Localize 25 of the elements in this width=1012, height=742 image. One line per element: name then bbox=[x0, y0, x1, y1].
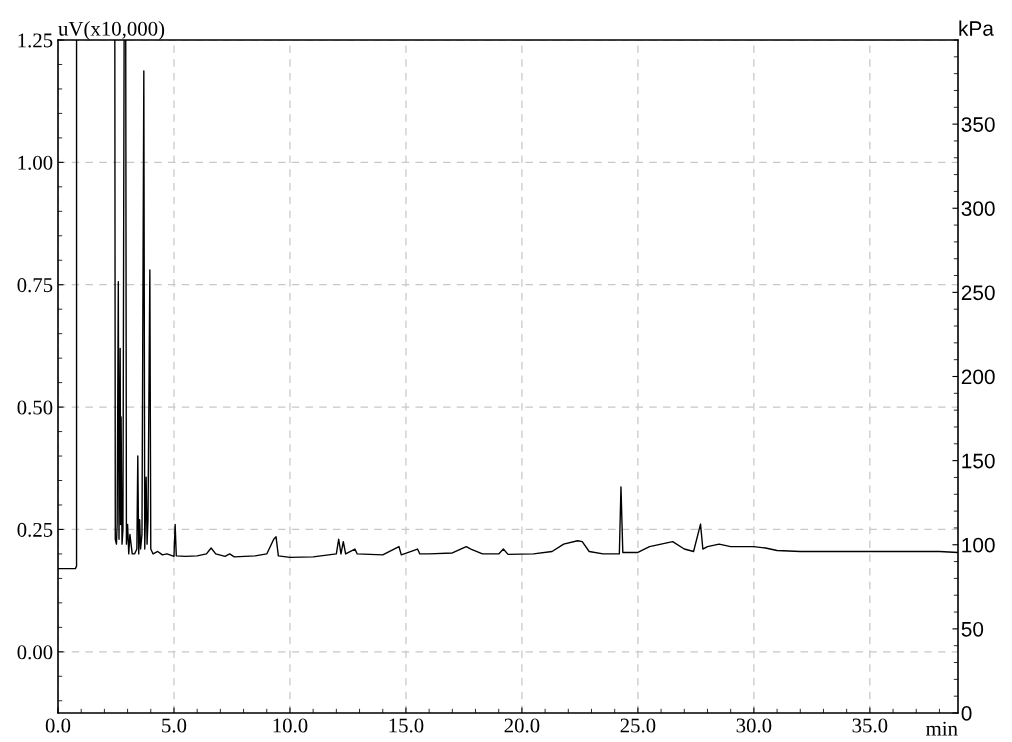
y-tick-label: 0.50 bbox=[17, 400, 53, 415]
y2-tick-label: 150 bbox=[962, 453, 995, 469]
x-tick-label: 5.0 bbox=[162, 718, 187, 733]
x-tick-label: 10.0 bbox=[273, 718, 308, 733]
y2-axis-title: kPa bbox=[959, 20, 994, 36]
x-tick-label: 30.0 bbox=[736, 718, 772, 733]
y-tick-label: 1.00 bbox=[18, 155, 53, 170]
x-tick-label: 20.0 bbox=[504, 718, 540, 733]
x-tick-label: 0.0 bbox=[45, 718, 71, 733]
y2-tick-label: 200 bbox=[961, 369, 995, 385]
y2-tick-label: 100 bbox=[962, 537, 995, 553]
y2-tick-label: 350 bbox=[961, 117, 995, 132]
x-axis-title: min bbox=[926, 721, 958, 736]
y2-tick-label: 300 bbox=[961, 201, 995, 216]
y-tick-label: 0.25 bbox=[17, 522, 53, 537]
y2-tick-label: 0 bbox=[961, 706, 972, 721]
x-tick-label: 25.0 bbox=[620, 718, 656, 733]
y-tick-label: 0.00 bbox=[17, 645, 53, 660]
x-tick-label: 15.0 bbox=[389, 718, 424, 733]
y-tick-label: 1.25 bbox=[18, 33, 53, 48]
x-tick-label: 35.0 bbox=[852, 718, 888, 733]
y-axis-title: uV(x10,000) bbox=[58, 21, 165, 40]
y2-tick-label: 250 bbox=[961, 285, 995, 301]
y-tick-label: 0.75 bbox=[17, 278, 53, 293]
y2-tick-label: 50 bbox=[961, 621, 984, 637]
